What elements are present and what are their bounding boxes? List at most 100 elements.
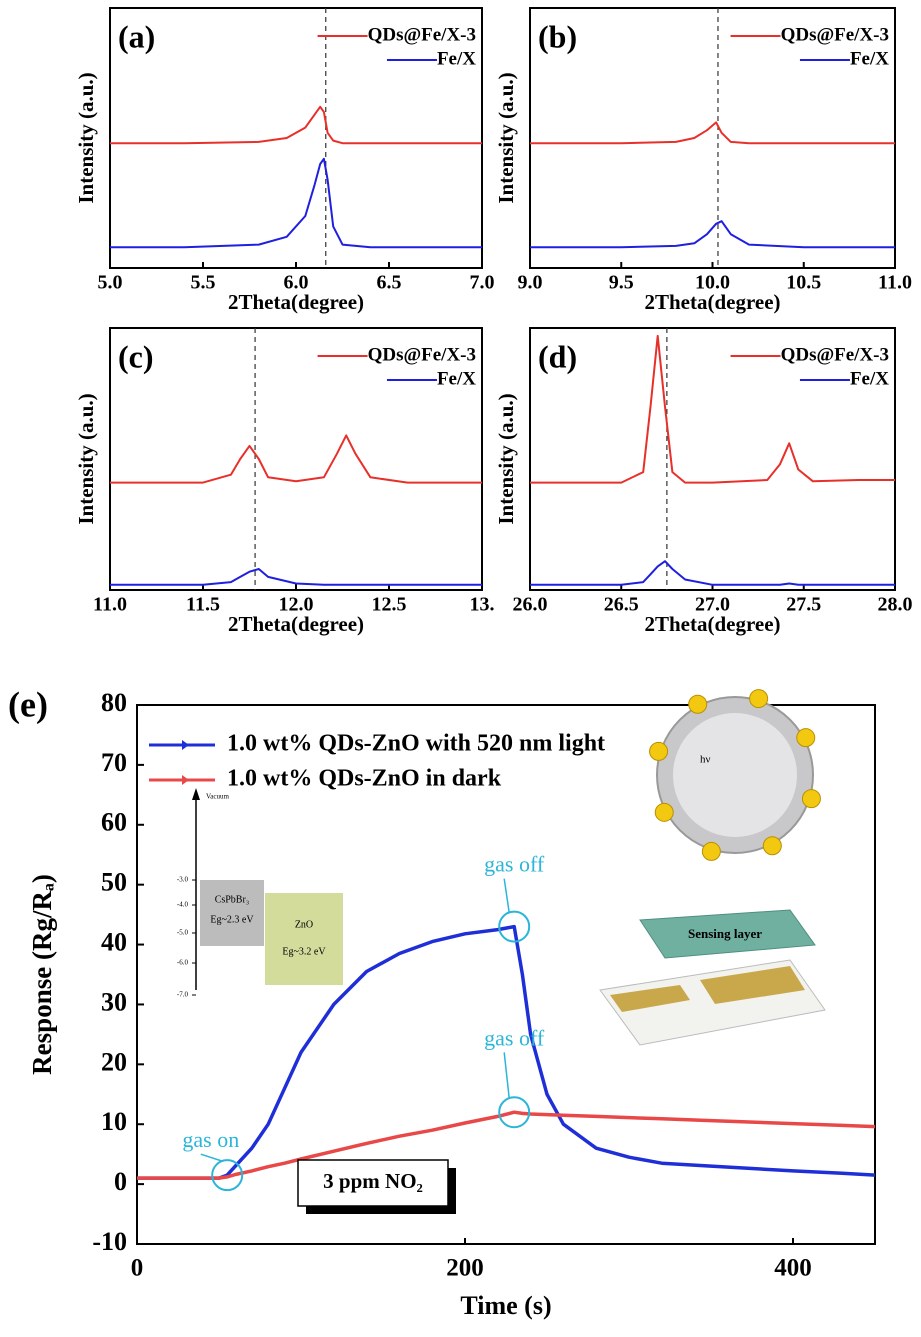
annotation: gas off	[484, 852, 545, 877]
y-tick-label: 70	[101, 748, 127, 777]
legend-label: QDs@Fe/X-3	[781, 24, 889, 45]
x-tick-label: 27.5	[786, 594, 821, 616]
energy-level-label: -5.0	[177, 929, 189, 937]
x-tick-label: 9.5	[609, 272, 634, 294]
x-tick-label: 12.0	[279, 594, 314, 616]
panel-label: (e)	[8, 684, 48, 724]
annotation: gas off	[484, 1025, 545, 1050]
electrode	[700, 966, 805, 1004]
x-tick-label: 26.5	[604, 594, 639, 616]
annotation-circle	[211, 1159, 244, 1192]
panel-label: (a)	[118, 18, 155, 54]
series-line	[137, 924, 876, 1180]
legend-label: QDs@Fe/X-3	[368, 344, 476, 365]
material-band	[265, 893, 343, 985]
y-axis-label: Intensity (a.u.)	[494, 393, 518, 524]
x-tick-label: 28.0	[878, 594, 913, 616]
x-tick-label: 200	[446, 1255, 484, 1282]
x-tick-label: 11.0	[93, 594, 127, 616]
y-tick-label: 20	[101, 1047, 127, 1076]
y-tick-label: 10	[101, 1107, 127, 1136]
x-tick-label: 0	[131, 1255, 144, 1282]
series-line	[110, 157, 482, 249]
annotation-circle	[498, 1096, 531, 1129]
material-name: ZnO	[295, 919, 313, 930]
material-gap: Eg~2.3 eV	[210, 914, 254, 925]
quantum-dot	[649, 741, 669, 761]
y-tick-label: 0	[114, 1167, 127, 1196]
x-axis-label: 2Theta(degree)	[228, 290, 364, 314]
quantum-dot	[762, 836, 782, 856]
condition-label: 3 ppm NO₂	[323, 1169, 423, 1193]
panel-label: (d)	[538, 338, 577, 374]
series-line	[137, 1110, 876, 1180]
material-band	[200, 880, 264, 946]
sensing-layer	[639, 909, 816, 959]
grain-core	[673, 713, 797, 837]
x-tick-label: 5.5	[191, 272, 216, 294]
series-line	[110, 434, 482, 484]
series-line	[530, 121, 895, 145]
x-tick-label: 9.0	[518, 272, 543, 294]
annotation-arrow	[503, 878, 510, 913]
y-axis-label: Intensity (a.u.)	[494, 72, 518, 203]
x-tick-label: 5.0	[98, 272, 123, 294]
x-axis-label: 2Theta(degree)	[228, 612, 364, 636]
x-axis-label: 2Theta(degree)	[644, 612, 780, 636]
series-line	[530, 334, 895, 484]
panel-label: (b)	[538, 18, 577, 54]
x-tick-label: 6.5	[377, 272, 402, 294]
legend-label: Fe/X	[437, 48, 476, 69]
y-tick-label: 30	[101, 987, 127, 1016]
x-axis-label: 2Theta(degree)	[644, 290, 780, 314]
legend-label: 1.0 wt% QDs-ZnO with 520 nm light	[227, 731, 605, 757]
x-tick-label: 27.0	[695, 594, 730, 616]
plot-frame	[109, 327, 483, 591]
legend-label: Fe/X	[850, 368, 889, 389]
legend-marker	[182, 775, 189, 785]
x-tick-label: 6.0	[284, 272, 309, 294]
x-tick-label: 10.0	[695, 272, 730, 294]
annotation-circle	[498, 910, 531, 943]
series-line	[530, 560, 895, 586]
sensing-layer-label: Sensing layer	[688, 926, 762, 941]
y-tick-label: -10	[92, 1227, 127, 1256]
legend-marker	[182, 740, 189, 750]
legend-label: QDs@Fe/X-3	[781, 344, 889, 365]
legend-label: Fe/X	[437, 368, 476, 389]
energy-arrow	[192, 788, 200, 800]
legend-label: 1.0 wt% QDs-ZnO in dark	[227, 766, 502, 792]
x-tick-label: 13.	[470, 594, 495, 616]
light-label: hν	[700, 754, 711, 766]
annotation-arrow	[200, 1153, 223, 1162]
quantum-dot	[654, 802, 674, 822]
annotation: gas on	[182, 1127, 239, 1152]
y-tick-label: 60	[101, 808, 127, 837]
energy-level-label: -6.0	[177, 959, 189, 967]
quantum-dot	[701, 841, 721, 861]
series-line	[530, 220, 895, 249]
x-tick-label: 11.0	[878, 272, 912, 294]
x-tick-label: 26.0	[513, 594, 548, 616]
legend-label: QDs@Fe/X-3	[368, 24, 476, 45]
plot-frame	[109, 7, 483, 269]
quantum-dot	[749, 689, 769, 709]
energy-level-label: -7.0	[177, 991, 189, 999]
plot-frame	[136, 704, 876, 1245]
quantum-dot	[801, 789, 821, 809]
y-tick-label: 40	[101, 928, 127, 957]
panel-label: (c)	[118, 338, 154, 374]
x-tick-label: 7.0	[470, 272, 495, 294]
quantum-dot	[688, 694, 708, 714]
legend-label: Fe/X	[850, 48, 889, 69]
y-axis-label: Response (Rg/Rₐ)	[27, 874, 57, 1075]
series-line	[110, 568, 482, 586]
quantum-dot	[796, 728, 816, 748]
x-tick-label: 12.5	[372, 594, 407, 616]
energy-level-label: -3.0	[177, 876, 189, 884]
material-name: CsPbBr₃	[215, 894, 250, 905]
y-tick-label: 80	[101, 688, 127, 717]
x-tick-label: 400	[774, 1255, 812, 1282]
energy-axis-label: Vacuum	[206, 793, 229, 801]
